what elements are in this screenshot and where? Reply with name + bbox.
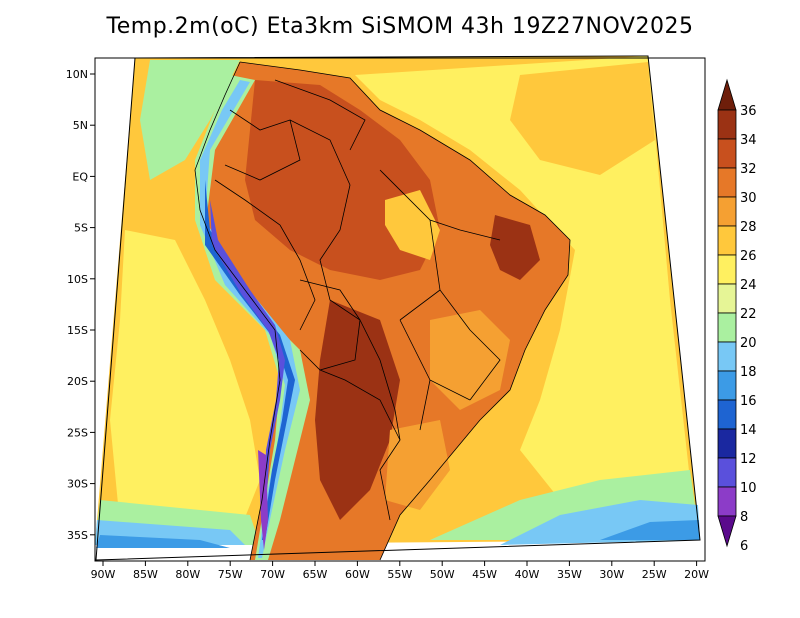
colorbar-swatch [717,138,737,169]
lon-tick-label: 90W [91,568,116,581]
ocean-pacific-yellow [110,230,260,530]
argentina-border [319,369,401,441]
colorbar-label: 32 [740,162,757,177]
longitude-axis: 90W 85W 80W 75W 70W 65W 60W 55W 50W 45W 40W 35W 30W 2… [91,561,709,581]
colorbar-label: 14 [740,423,757,438]
lat-tick-label: 25S [67,426,88,439]
colorbar-swatch [717,428,737,459]
latitude-axis: 10N 5N EQ 5S 10S 15S 20S 25S 30S 35S [66,68,95,542]
lon-tick-label: 25W [642,568,667,581]
south-brazil [385,420,450,510]
lat-tick-label: 35S [67,529,88,542]
colorbar-bottom-arrow [717,515,737,548]
ocean-south-blue [96,535,230,548]
venezuela-border [274,79,366,151]
colorbar-label: 18 [740,365,757,380]
colorbar-label: 8 [740,510,748,525]
colorbar-label: 24 [740,278,757,293]
lon-tick-label: 35W [557,568,582,581]
lat-tick-label: 10S [67,273,88,286]
lon-tick-label: 50W [430,568,455,581]
colorbar-swatch [717,341,737,372]
colorbar: 36 34 32 30 28 26 24 22 20 18 16 14 12 10 8 6 [717,78,757,554]
colorbar-swatch [717,109,737,140]
lat-tick-label: 5N [73,119,88,132]
lat-tick-label: 15S [67,324,88,337]
ocean-atlantic-orange [510,62,655,175]
colorbar-swatch [717,196,737,227]
coastline [239,61,571,561]
colorbar-label: 22 [740,307,757,322]
lon-tick-label: 20W [684,568,709,581]
colorbar-label: 20 [740,336,757,351]
lon-tick-label: 80W [175,568,200,581]
northeast-hot-region [490,215,540,280]
colorbar-swatch [717,486,737,517]
map-title: Temp.2m(oC) Eta3km SiSMOM 43h 19Z27NOV20… [106,14,694,39]
ocean-pacific-green [140,60,240,180]
brazil-border [289,119,401,521]
lat-tick-label: 30S [67,478,88,491]
lon-tick-label: 70W [260,568,285,581]
southeast-warm [430,310,510,410]
colorbar-swatch [717,399,737,430]
lon-tick-label: 75W [218,568,243,581]
coastline-west [194,61,281,561]
plateau-yellow-patch [385,190,440,260]
lat-tick-label: 5S [74,222,88,235]
lon-tick-label: 65W [303,568,328,581]
temperature-field [95,56,700,560]
colombia-border [224,109,301,181]
map-frame [95,55,701,561]
lat-tick-label: 10N [66,68,88,81]
colorbar-swatch [717,225,737,256]
lat-tick-label: 20S [67,375,88,388]
colorbar-label: 30 [740,191,757,206]
lon-tick-label: 55W [387,568,412,581]
chaco-hot-region [315,300,400,520]
colorbar-top-arrow [717,78,737,111]
lon-tick-label: 40W [515,568,540,581]
lon-tick-label: 85W [133,568,158,581]
colorbar-swatch [717,254,737,285]
lon-tick-label: 60W [345,568,370,581]
colorbar-swatch [717,370,737,401]
colorbar-label: 36 [740,104,757,119]
colorbar-swatch [717,283,737,314]
colorbar-label: 26 [740,249,757,264]
colorbar-swatch [717,312,737,343]
colorbar-label: 12 [740,452,757,467]
colorbar-label: 6 [740,539,748,554]
colorbar-swatch [717,167,737,198]
lon-tick-label: 30W [599,568,624,581]
lat-tick-label: EQ [72,170,88,183]
colorbar-label: 16 [740,394,757,409]
borders [194,61,571,561]
ocean-southeast-blue [600,520,700,540]
lon-tick-label: 45W [472,568,497,581]
colorbar-label: 10 [740,481,757,496]
colorbar-label: 34 [740,133,757,148]
brazil-states [379,169,501,431]
colorbar-label: 28 [740,220,757,235]
peru-border [214,179,316,331]
colorbar-swatch [717,457,737,488]
bolivia-border [299,279,361,371]
